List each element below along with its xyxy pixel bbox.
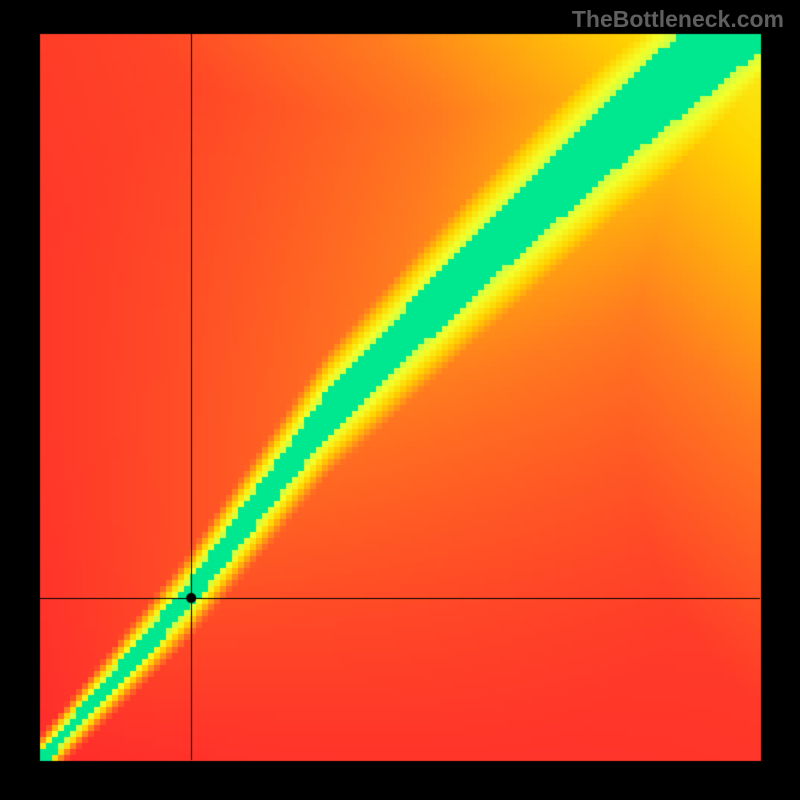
bottleneck-heatmap-canvas xyxy=(0,0,800,800)
bottleneck-heatmap-container: TheBottleneck.com xyxy=(0,0,800,800)
watermark-text: TheBottleneck.com xyxy=(572,6,784,33)
